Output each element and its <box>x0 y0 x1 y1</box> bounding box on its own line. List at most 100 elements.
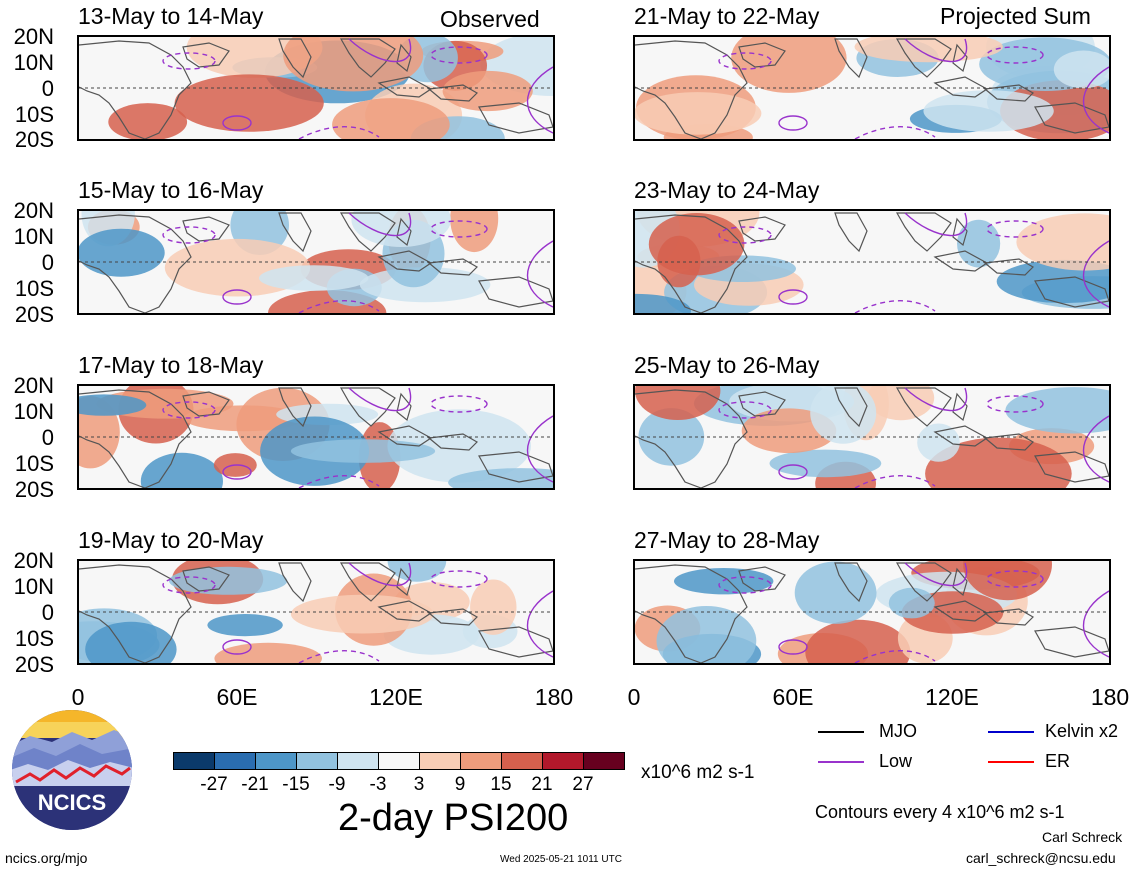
anomaly-shading <box>769 449 882 478</box>
lat-label: 20N <box>13 373 54 398</box>
anomaly-shading <box>448 468 553 488</box>
anomaly-shading <box>635 92 762 135</box>
lat-label: 10N <box>13 50 54 75</box>
anomaly-shading <box>85 621 177 663</box>
lat-label: 10N <box>13 399 54 424</box>
coastlines <box>79 387 553 488</box>
contour-lines <box>162 387 553 488</box>
lat-label: 20S <box>14 302 54 327</box>
coastlines <box>79 212 553 313</box>
anomaly-shading <box>731 37 847 93</box>
lat-label: 20S <box>14 477 54 502</box>
coastlines <box>635 562 1109 663</box>
lat-label: 0 <box>41 425 54 450</box>
colorbar-tick-label: -21 <box>241 774 269 795</box>
ncics-logo-text: NCICS <box>38 790 106 815</box>
colorbar-swatch <box>419 752 461 770</box>
contour-lines <box>162 38 553 139</box>
lat-label: 20N <box>13 198 54 223</box>
coastlines <box>635 387 1109 488</box>
lon-label: 0 <box>627 684 641 710</box>
colorbar-swatch <box>542 752 584 770</box>
colorbar-units: x10^6 m2 s-1 <box>641 762 755 783</box>
legend-label-mjo: MJO <box>879 721 917 741</box>
anomaly-shading <box>470 579 517 635</box>
anomaly-shading <box>794 561 877 624</box>
legend-label-low: Low <box>879 751 913 771</box>
contour-lines <box>162 562 553 663</box>
map-panel-obs-1 <box>77 35 555 141</box>
anomaly-shading <box>923 90 1054 132</box>
footer-email[interactable]: carl_schreck@ncsu.edu <box>966 850 1116 866</box>
panel-title: 19-May to 20-May <box>78 527 264 553</box>
anomaly-shading <box>283 37 424 92</box>
legend-label-kelvin: Kelvin x2 <box>1045 721 1119 741</box>
lat-label: 0 <box>41 76 54 101</box>
lat-label: 20S <box>14 652 54 677</box>
colorbar-tick-label: -27 <box>200 774 228 795</box>
map-panel-obs-4 <box>77 559 555 665</box>
contour-lines <box>162 212 553 313</box>
colorbar-swatch <box>214 752 256 770</box>
map-panel-proj-4 <box>633 559 1111 665</box>
contour-lines <box>718 38 1109 139</box>
lon-label: 0 <box>71 684 85 710</box>
colorbar-swatch <box>296 752 338 770</box>
legend-line-mjo <box>818 731 864 733</box>
anomaly-shading <box>996 259 1109 304</box>
anomaly-shading <box>963 561 1052 601</box>
colorbar-tick-label: -3 <box>369 774 387 795</box>
colorbar-swatch <box>501 752 543 770</box>
footer-author: Carl Schreck <box>1042 829 1123 845</box>
observed-label: Observed <box>440 6 540 32</box>
anomaly-shading <box>917 423 960 462</box>
legend-line-low <box>818 761 864 763</box>
anomaly-shading <box>1053 50 1109 89</box>
footer-url[interactable]: ncics.org/mjo <box>5 850 88 866</box>
map-panel-obs-3 <box>77 384 555 490</box>
anomaly-shading <box>635 386 721 420</box>
panel-title: 15-May to 16-May <box>78 177 264 203</box>
contour-lines <box>718 387 1109 488</box>
lon-label: 120E <box>925 684 979 710</box>
colorbar-tick-label: -15 <box>282 774 310 795</box>
lat-label: 10S <box>14 102 54 127</box>
panel-title: 27-May to 28-May <box>634 527 820 553</box>
anomaly-shading <box>108 103 188 139</box>
panel-title: 13-May to 14-May <box>78 3 264 29</box>
lat-label: 10N <box>13 574 54 599</box>
anomaly-shading <box>674 568 774 595</box>
contour-note: Contours every 4 x10^6 m2 s-1 <box>815 802 1065 822</box>
lat-label: 0 <box>41 600 54 625</box>
colorbar-swatch <box>173 752 215 770</box>
legend-label-er: ER <box>1045 751 1071 771</box>
anomaly-shading <box>925 437 1072 488</box>
anomaly-shading <box>648 213 745 276</box>
panel-title: 23-May to 24-May <box>634 177 820 203</box>
anomaly-shading <box>442 70 533 112</box>
lat-label: 20S <box>14 127 54 152</box>
panel-title: 25-May to 26-May <box>634 352 820 378</box>
lat-label: 10S <box>14 276 54 301</box>
colorbar-tick-label: 15 <box>490 774 512 795</box>
anomaly-shading <box>888 587 935 619</box>
anomaly-shading <box>207 614 283 637</box>
coastlines <box>79 38 553 139</box>
colorbar-tick-label: 27 <box>572 774 594 795</box>
anomaly-shading <box>635 293 691 313</box>
lat-label: 20N <box>13 24 54 49</box>
legend-line-er <box>988 761 1034 763</box>
colorbar-swatch <box>255 752 297 770</box>
map-panel-proj-2 <box>633 209 1111 315</box>
coastlines <box>635 38 1109 139</box>
contour-lines <box>718 212 1109 313</box>
colorbar-tick-label: 3 <box>413 774 425 795</box>
legend-line-kelvin <box>988 731 1034 733</box>
ncics-logo-graphic: NCICS <box>12 710 132 830</box>
coastlines <box>79 562 553 663</box>
anomaly-shading <box>259 265 369 291</box>
lat-label: 10N <box>13 224 54 249</box>
colorbar-tick-label: 21 <box>531 774 553 795</box>
coastlines <box>635 212 1109 313</box>
projected-sum-label: Projected Sum <box>940 3 1091 29</box>
